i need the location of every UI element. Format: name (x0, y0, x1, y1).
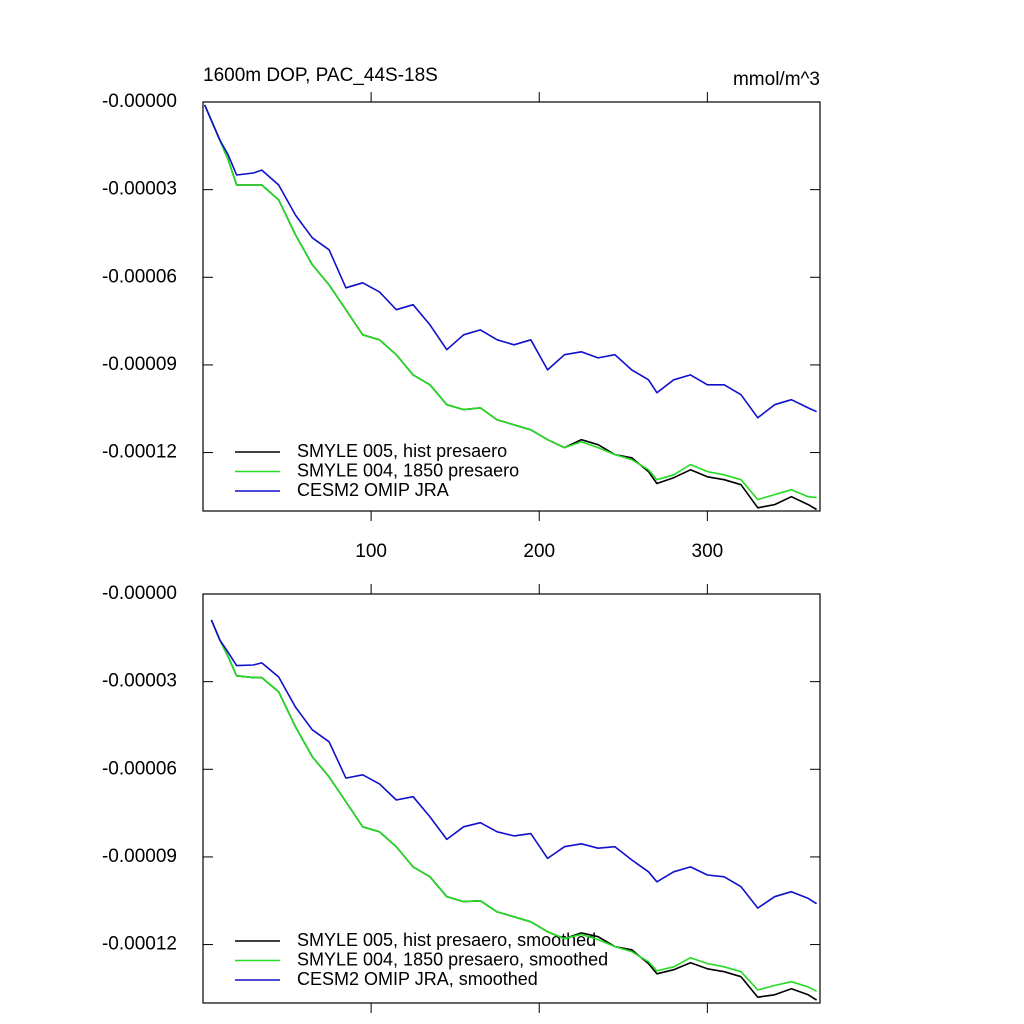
series-line (210, 619, 818, 909)
y-tick-label: -0.00012 (102, 442, 177, 463)
y-tick-label: -0.00000 (102, 91, 177, 112)
x-tick-label: 100 (355, 541, 387, 562)
x-tick-label: 200 (523, 541, 555, 562)
units-label: mmol/m^3 (733, 69, 820, 90)
y-tick-label: -0.00006 (102, 266, 177, 287)
legend-label: CESM2 OMIP JRA, smoothed (297, 969, 538, 989)
legend-label: SMYLE 004, 1850 presaero, smoothed (297, 949, 608, 969)
series-line (210, 619, 817, 993)
legend-label: SMYLE 005, hist presaero, smoothed (297, 930, 596, 950)
legend: SMYLE 005, hist presaero, smoothedSMYLE … (235, 930, 608, 989)
legend-label: SMYLE 005, hist presaero (297, 441, 507, 461)
y-tick-label: -0.00009 (102, 354, 177, 375)
legend-label: CESM2 OMIP JRA (297, 480, 449, 500)
legend-label: SMYLE 004, 1850 presaero (297, 460, 519, 480)
series-line (203, 104, 817, 419)
y-tick-label: -0.00003 (102, 179, 177, 200)
chart-title: 1600m DOP, PAC_44S-18S (203, 65, 438, 86)
series-line (203, 104, 817, 501)
plot-frame (202, 101, 821, 512)
x-tick-label: 300 (692, 541, 724, 562)
y-tick-label: -0.00003 (102, 671, 177, 692)
y-tick-label: -0.00000 (102, 583, 177, 604)
y-tick-label: -0.00009 (102, 846, 177, 867)
y-tick-label: -0.00006 (102, 758, 177, 779)
plot-frame (202, 593, 821, 1004)
y-tick-label: -0.00012 (102, 934, 177, 955)
